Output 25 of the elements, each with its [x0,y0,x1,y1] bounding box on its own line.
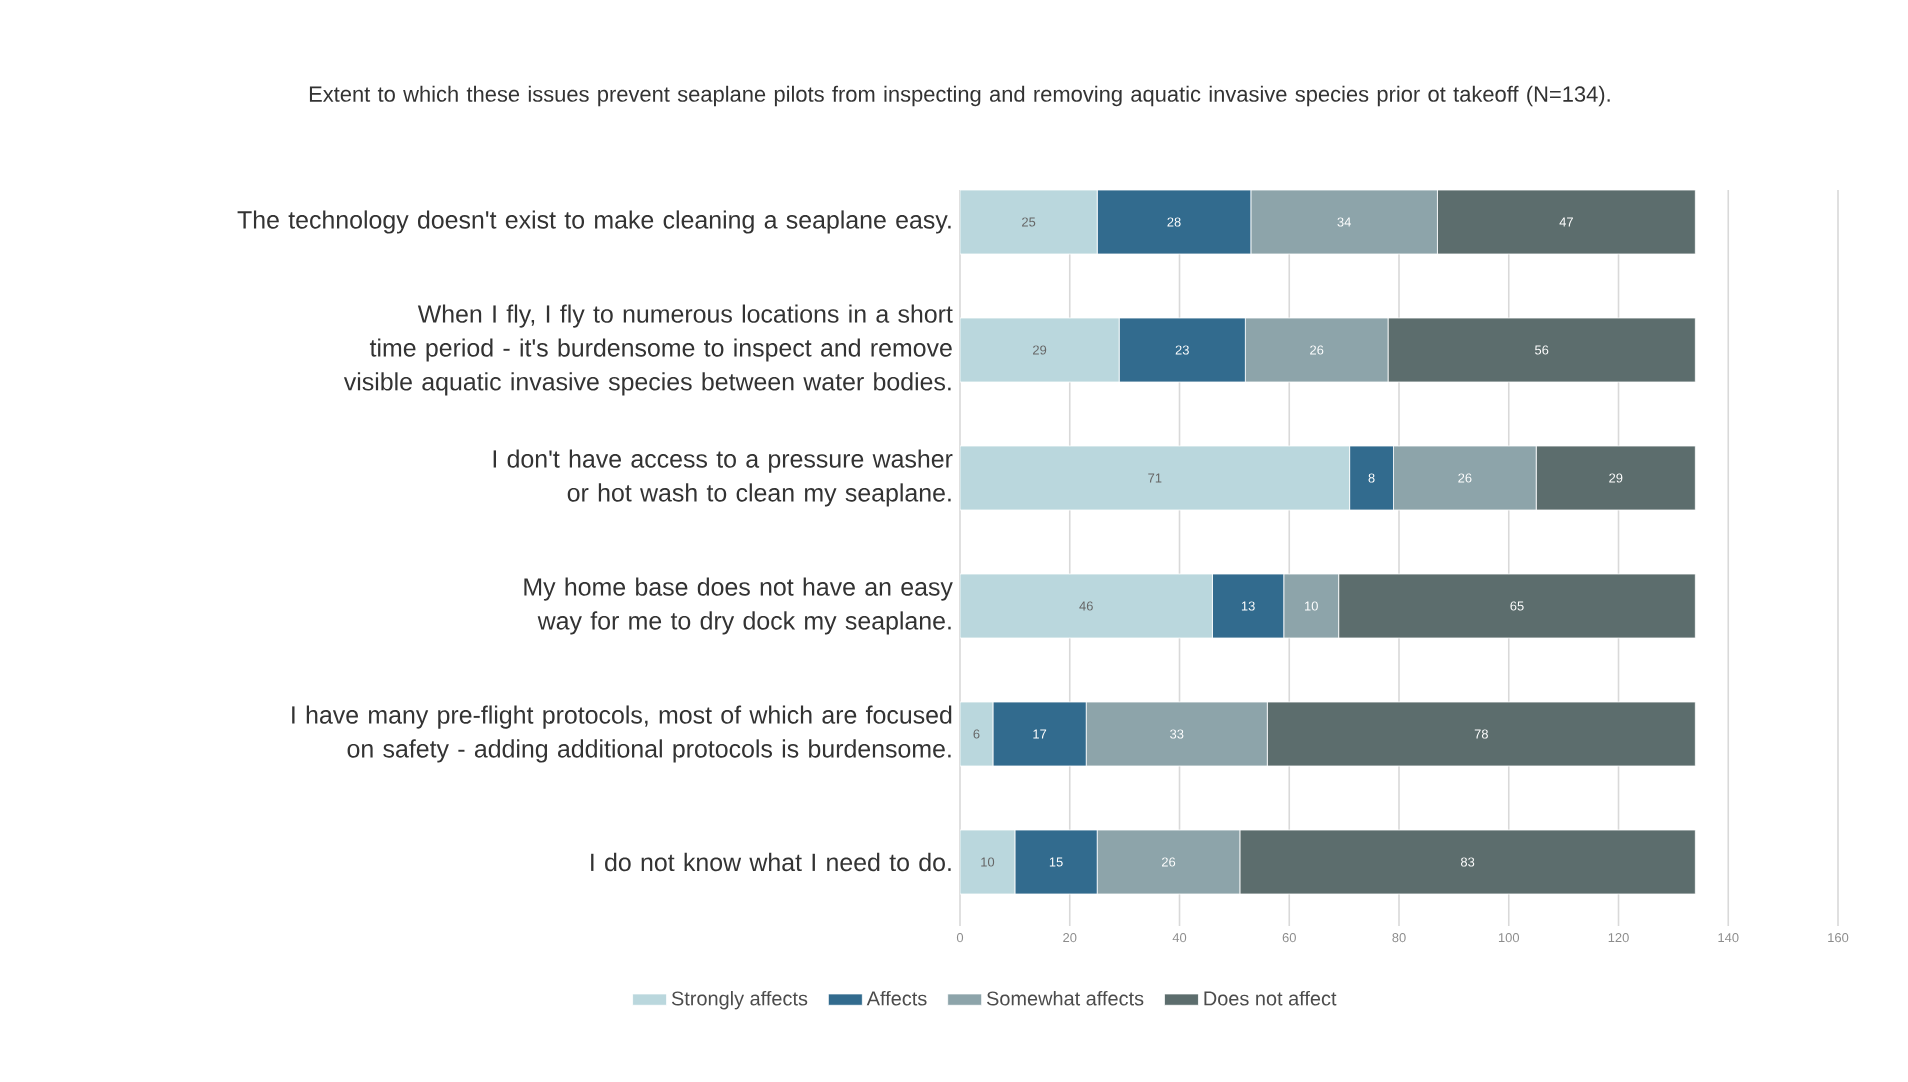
legend-label: Affects [866,990,927,1006]
bar [960,445,1351,511]
legend-label: Strongly affects [671,990,808,1010]
legend-label: Does not affect [1204,990,1337,1006]
bar [1118,317,1246,383]
y-tick-label: My home base does not have an easy way for me to dry dock my seaplane. [524,577,953,635]
y-tick-label: When I fly, I fly to numerous locations in a short time period - it's burdensome to inspect and remove visible aquatic invasive species between water bodies. [343,304,953,396]
bar [960,701,994,767]
chart-title: Extent to which these issues prevent seaplane pilots from inspecting and removing aquatic invasive species prior ot takeoff (N=134). [309,85,1610,107]
bar [1393,445,1537,511]
bar [960,573,1213,639]
y-tick-label: I don't have access to a pressure washer or hot wash to clean my seaplane. [493,449,953,507]
bar [1085,701,1268,767]
bar [960,190,1098,255]
bar [1212,573,1285,639]
bar [960,317,1120,383]
y-tick-label: The technology doesn't exist to make cleaning a seaplane easy. [237,210,951,234]
bar [1250,190,1438,255]
bar [960,829,1016,895]
y-tick-label: I have many pre-flight protocols, most of which are focused on safety - adding additional protocols is burdensome. [292,705,952,763]
legend-label: Somewhat affects [986,990,1144,1006]
bar [1283,573,1340,639]
bar [1244,317,1389,383]
y-tick-label: I do not know what I need to do. [591,852,951,872]
bar [1096,829,1241,895]
